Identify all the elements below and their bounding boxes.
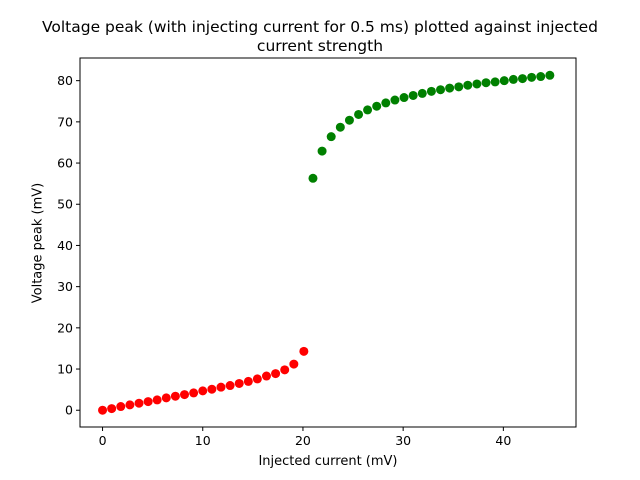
y-tick-label: 60 bbox=[57, 156, 73, 171]
data-point bbox=[454, 82, 464, 92]
data-point bbox=[335, 122, 345, 132]
y-tick-label: 40 bbox=[57, 238, 73, 253]
data-point bbox=[143, 397, 153, 407]
data-point bbox=[317, 146, 327, 156]
data-point bbox=[363, 105, 373, 115]
data-point bbox=[436, 85, 446, 95]
chart-title-line1: Voltage peak (with injecting current for… bbox=[41, 18, 599, 36]
y-tick-label: 0 bbox=[65, 403, 73, 418]
data-point bbox=[490, 77, 500, 87]
data-point bbox=[344, 115, 354, 125]
data-point bbox=[271, 369, 281, 379]
data-point bbox=[326, 132, 336, 142]
data-point bbox=[545, 70, 555, 80]
y-tick-label: 10 bbox=[57, 362, 73, 377]
y-tick-label: 30 bbox=[57, 279, 73, 294]
data-point bbox=[116, 402, 126, 412]
data-point bbox=[216, 382, 226, 392]
data-point bbox=[445, 83, 455, 93]
data-points bbox=[98, 70, 555, 415]
x-tick-label: 20 bbox=[295, 433, 311, 448]
data-point bbox=[261, 371, 271, 381]
axis-ticks: 0 10 20 30 40 0 10 20 30 40 50 60 70 80 bbox=[57, 73, 511, 448]
data-point bbox=[170, 391, 180, 401]
data-point bbox=[161, 393, 171, 403]
chart-title-line2: current strength bbox=[256, 37, 384, 55]
y-axis-label: Voltage peak (mV) bbox=[30, 182, 46, 304]
data-point bbox=[399, 93, 409, 103]
data-point bbox=[252, 374, 262, 384]
data-point bbox=[299, 346, 309, 356]
data-point bbox=[463, 80, 473, 90]
data-point bbox=[408, 90, 418, 100]
data-point bbox=[180, 390, 190, 400]
x-tick-label: 30 bbox=[395, 433, 411, 448]
data-point bbox=[426, 86, 436, 96]
x-tick-label: 10 bbox=[195, 433, 211, 448]
x-tick-label: 0 bbox=[99, 433, 107, 448]
data-point bbox=[234, 378, 244, 388]
data-point bbox=[354, 109, 364, 119]
data-point bbox=[517, 74, 527, 84]
data-point bbox=[207, 384, 217, 394]
y-tick-label: 70 bbox=[57, 114, 73, 129]
data-point bbox=[499, 76, 509, 86]
data-point bbox=[107, 404, 117, 414]
data-point bbox=[308, 173, 318, 183]
x-tick-label: 40 bbox=[495, 433, 511, 448]
data-point bbox=[536, 72, 546, 82]
data-point bbox=[98, 405, 108, 415]
data-point bbox=[481, 78, 491, 88]
data-point bbox=[243, 376, 253, 386]
y-tick-label: 20 bbox=[57, 320, 73, 335]
data-point bbox=[417, 88, 427, 98]
data-point bbox=[134, 398, 144, 408]
data-point bbox=[198, 386, 208, 396]
data-point bbox=[527, 72, 537, 82]
x-axis-label: Injected current (mV) bbox=[258, 454, 398, 469]
data-point bbox=[372, 101, 382, 111]
data-point bbox=[189, 388, 199, 398]
data-point bbox=[152, 395, 162, 405]
y-tick-label: 50 bbox=[57, 197, 73, 212]
data-point bbox=[508, 74, 518, 84]
data-point bbox=[125, 400, 135, 410]
data-point bbox=[280, 365, 290, 375]
plot-frame bbox=[79, 57, 577, 428]
data-point bbox=[381, 98, 391, 108]
data-point bbox=[472, 79, 482, 89]
data-point bbox=[390, 95, 400, 105]
y-tick-label: 80 bbox=[57, 73, 73, 88]
data-point bbox=[289, 359, 299, 369]
data-point bbox=[225, 381, 235, 391]
